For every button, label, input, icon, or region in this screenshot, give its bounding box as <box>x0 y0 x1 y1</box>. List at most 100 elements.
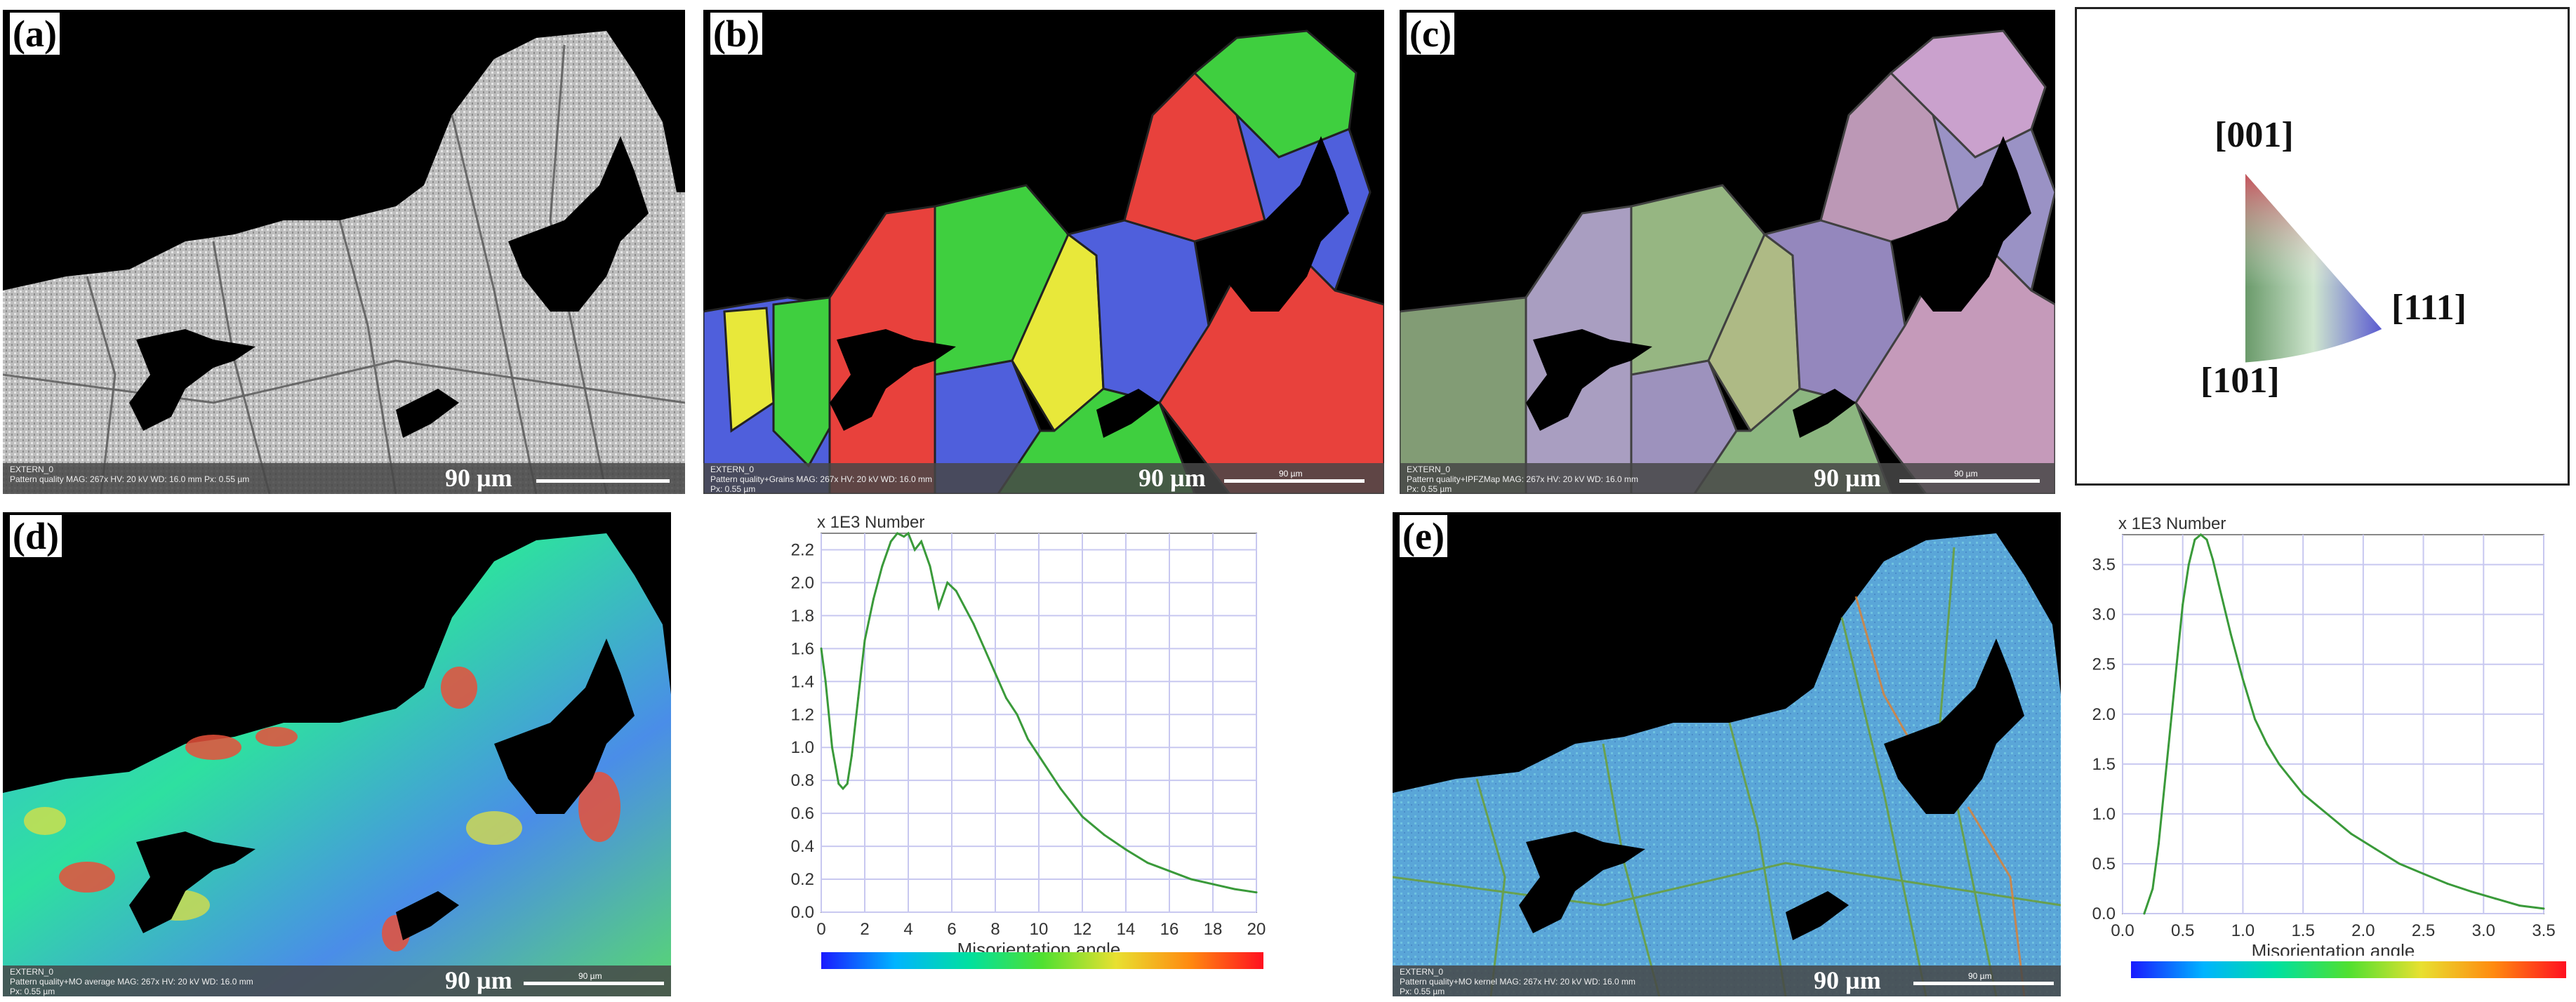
data-point <box>2163 782 2166 785</box>
panel-a-pattern-quality-map: (a) EXTERN_0 Pattern quality MAG: 267x H… <box>3 10 685 494</box>
footer-info: Pattern quality+MO kernel MAG: 267x HV: … <box>1400 977 1636 987</box>
scale-bar <box>1913 982 2054 985</box>
data-point <box>1124 848 1127 851</box>
footer-title: EXTERN_0 <box>1407 465 1451 474</box>
y-tick-label: 1.2 <box>791 705 814 724</box>
footer-info: Pattern quality+Grains MAG: 267x HV: 20 … <box>710 474 933 484</box>
mo-kernel-image <box>1393 533 2061 996</box>
data-point <box>2374 848 2377 850</box>
panel-d-mo-average-map: (d) EXTERN_0 Pattern quality+MO average … <box>3 512 671 996</box>
data-point <box>2350 832 2353 835</box>
y-tick-label: 1.0 <box>2092 805 2116 824</box>
data-point <box>1059 787 1062 790</box>
panel-d-footer: EXTERN_0 Pattern quality+MO average MAG:… <box>3 966 671 996</box>
plot-area <box>2122 534 2544 914</box>
x-tick-label: 0.0 <box>2111 921 2134 940</box>
data-point <box>2217 583 2220 586</box>
data-point <box>842 787 844 790</box>
x-tick-label: 14 <box>1117 920 1136 939</box>
scale-label-small: 90 µm <box>1279 469 1303 479</box>
ipf-triangle <box>2245 173 2382 363</box>
data-point <box>929 565 931 568</box>
y-tick-label: 1.4 <box>791 672 814 691</box>
scale-bar <box>536 479 670 483</box>
y-tick-label: 0.6 <box>791 804 814 823</box>
colorbar-d <box>821 952 1263 969</box>
colorbar-e <box>2131 961 2566 978</box>
data-point <box>896 532 898 535</box>
data-point <box>2205 538 2208 541</box>
data-point <box>1081 815 1084 818</box>
y-tick-label: 2.2 <box>791 540 814 559</box>
x-tick-label: 20 <box>1247 920 1266 939</box>
data-point <box>1233 888 1236 890</box>
data-point <box>1168 869 1171 872</box>
panel-label-a: (a) <box>10 13 60 55</box>
data-point <box>1146 862 1149 864</box>
footer-title: EXTERN_0 <box>10 967 54 977</box>
panel-label-c: (c) <box>1407 13 1454 55</box>
panel-e-footer: EXTERN_0 Pattern quality+MO kernel MAG: … <box>1393 966 2061 996</box>
data-point <box>1190 878 1193 881</box>
y-tick-label: 0.0 <box>791 903 814 922</box>
scale-label-small: 90 µm <box>1954 469 1978 479</box>
x-tick-label: 6 <box>947 920 956 939</box>
scale-label: 90 µm <box>445 966 512 994</box>
label-111: [111] <box>2391 288 2467 328</box>
data-point <box>820 647 823 650</box>
x-tick-label: 2.5 <box>2412 921 2435 940</box>
x-axis-label: Misorientation angle <box>2252 940 2415 956</box>
data-point <box>2151 888 2154 890</box>
scale-label: 90 µm <box>1138 464 1206 492</box>
scale-bar <box>1899 479 2040 483</box>
y-tick-label: 3.5 <box>2092 556 2116 575</box>
scale-label: 90 µm <box>445 464 512 492</box>
chart-e-svg: 0.0 0.5 1.0 1.5 2.0 2.5 3.0 3.5 0.0 0.5 1.0 1.5 2.0 2… <box>2092 514 2556 961</box>
footer-pixel-size: Px: 0.55 µm <box>10 987 55 996</box>
chart-title: x 1E3 Number <box>817 513 924 532</box>
footer-info: Pattern quality MAG: 267x HV: 20 kV WD: … <box>10 474 250 484</box>
data-point <box>920 540 923 543</box>
panel-a-footer: EXTERN_0 Pattern quality MAG: 267x HV: 2… <box>3 463 685 494</box>
data-point <box>2143 912 2146 915</box>
mo-average-image <box>3 533 671 996</box>
data-point <box>889 540 892 543</box>
data-point <box>2199 533 2202 536</box>
data-point <box>2398 862 2401 865</box>
x-tick-label: 4 <box>903 920 912 939</box>
data-point <box>2446 882 2449 885</box>
misorientation-histogram-d: 0 2 4 6 8 10 12 14 16 18 20 0.0 0.2 0.4 0.6 0.8 1.0 1.2 1.… <box>765 505 1284 960</box>
panel-label-e: (e) <box>1400 515 1447 557</box>
panel-label-b: (b) <box>710 13 762 55</box>
data-point <box>2229 633 2232 636</box>
x-tick-label: 16 <box>1160 920 1179 939</box>
y-tick-label: 0.8 <box>791 771 814 790</box>
label-101: [101] <box>2200 361 2280 401</box>
footer-title: EXTERN_0 <box>1400 967 1444 977</box>
data-point <box>907 532 910 535</box>
y-tick-label: 1.5 <box>2092 755 2116 774</box>
data-point <box>1005 697 1007 700</box>
data-point <box>863 639 866 642</box>
y-tick-label: 2.5 <box>2092 655 2116 674</box>
y-tick-label: 0.0 <box>2092 904 2116 923</box>
panel-b-footer: EXTERN_0 Pattern quality+Grains MAG: 267… <box>703 463 1384 494</box>
data-point <box>837 782 840 785</box>
data-point <box>994 672 997 675</box>
x-tick-label: 1.0 <box>2231 921 2255 940</box>
data-point <box>846 782 849 785</box>
panel-c-ipf-map: (c) EXTERN_0 Pattern quality+IPFZMap MAG… <box>1400 10 2055 494</box>
data-point <box>2175 663 2178 666</box>
scale-bar <box>524 982 664 985</box>
footer-pixel-size: Px: 0.55 µm <box>1400 987 1445 996</box>
chart-d-svg: 0 2 4 6 8 10 12 14 16 18 20 0.0 0.2 0.4 0.6 0.8 1.0 1.2 1.… <box>791 513 1266 960</box>
data-point <box>983 647 985 650</box>
x-tick-label: 2.0 <box>2351 921 2375 940</box>
x-tick-label: 12 <box>1073 920 1092 939</box>
data-point <box>2170 723 2172 726</box>
panel-label-d: (d) <box>10 515 62 557</box>
panel-b-grains-map: (b) EXTERN_0 Pattern quality+Grains MAG:… <box>703 10 1384 494</box>
data-point <box>2325 813 2328 815</box>
data-point <box>972 622 975 625</box>
data-point <box>913 549 916 551</box>
